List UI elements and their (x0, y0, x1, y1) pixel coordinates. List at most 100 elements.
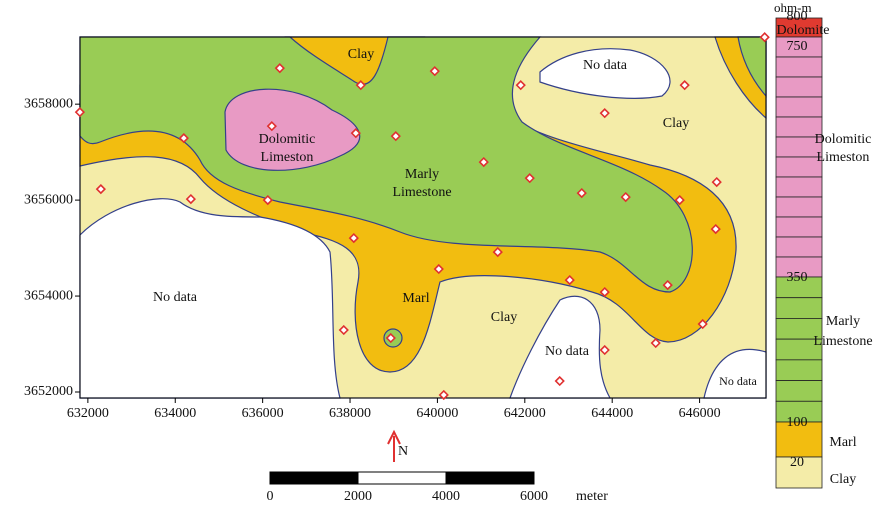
scale-label: 4000 (432, 489, 460, 504)
legend-label: Marl (829, 435, 856, 450)
region-label: No data (583, 58, 628, 73)
region-label: Clay (348, 47, 374, 62)
sample-point (662, 279, 673, 291)
y-tick-label: 3656000 (24, 192, 73, 207)
dolomitic-zone (224, 88, 361, 171)
legend-swatch (775, 456, 823, 489)
region-label: Dolomitic (259, 132, 316, 147)
legend-swatch (775, 56, 823, 78)
legend-tick-label: 350 (787, 270, 808, 285)
scale-segment (357, 471, 447, 485)
legend-label: Marly (826, 314, 860, 329)
sample-point (759, 32, 770, 43)
legend-swatch (775, 359, 823, 381)
sample-point (620, 191, 631, 203)
legend-swatch (775, 297, 823, 319)
x-tick-label: 644000 (591, 406, 633, 421)
sample-point (650, 337, 661, 349)
no-data-zone (79, 198, 341, 399)
sample-point (697, 318, 708, 330)
x-tick-label: 646000 (679, 406, 721, 421)
x-tick-label: 642000 (504, 406, 546, 421)
sample-point (338, 324, 349, 336)
legend-swatch (775, 236, 823, 258)
region-label: No data (545, 344, 590, 359)
sample-point (74, 107, 86, 118)
axes: 632000 634000 636000 638000 640000 642000 6440… (24, 96, 721, 421)
sample-point (433, 263, 444, 275)
sample-point (178, 132, 189, 144)
sample-point (478, 156, 489, 168)
region-label: Limestone (392, 185, 451, 200)
sample-point (711, 176, 722, 188)
sample-point (95, 183, 106, 195)
sample-point (599, 344, 610, 356)
sample-point (576, 187, 587, 199)
legend-unit: ohm-m (774, 0, 812, 15)
sample-point (350, 128, 361, 139)
x-tick-label: 640000 (416, 406, 458, 421)
legend: ohm-m Dolomite Dolomitic Limeston Marly Lime… (774, 0, 873, 489)
zones (79, 36, 767, 399)
sample-point (348, 232, 359, 244)
legend-swatch (775, 380, 823, 402)
region-label: Marl (402, 291, 429, 306)
scale-label: 2000 (344, 489, 372, 504)
legend-swatch (775, 196, 823, 218)
legend-tick-label: 800 (787, 9, 808, 24)
sample-point (524, 173, 535, 184)
north-label: N (398, 444, 408, 459)
sample-point (710, 223, 721, 235)
map-frame (79, 36, 767, 399)
region-label: Clay (663, 116, 689, 131)
legend-tick-label: 750 (787, 39, 808, 54)
scale-bar: 0 2000 4000 6000 meter (267, 471, 608, 504)
legend-label: Dolomitic (815, 132, 872, 147)
legend-swatch (775, 156, 823, 178)
legend-label: Limestone (813, 334, 872, 349)
y-tick-label: 3658000 (24, 96, 73, 111)
legend-label: Dolomite (777, 23, 830, 38)
sample-point (385, 332, 396, 344)
no-data-zone (539, 48, 671, 99)
x-tick-label: 636000 (242, 406, 284, 421)
region-labels: Clay No data Clay Dolomitic Limeston Mar… (153, 47, 757, 388)
sample-point (674, 194, 685, 206)
scale-segment (445, 471, 535, 485)
y-tick-label: 3652000 (24, 384, 73, 399)
sample-point (599, 286, 610, 298)
scale-unit: meter (576, 489, 608, 504)
sample-points (74, 32, 770, 401)
legend-label: Limeston (817, 150, 870, 165)
sample-point (564, 274, 575, 286)
region-label: Marly (405, 167, 439, 182)
sample-point (515, 80, 526, 91)
north-arrow: N (387, 429, 408, 462)
scale-label: 0 (267, 489, 274, 504)
scale-label: 6000 (520, 489, 548, 504)
legend-tick-label: 20 (790, 455, 804, 470)
sample-point (429, 66, 440, 77)
no-data-zone (509, 295, 612, 399)
legend-swatch (775, 76, 823, 98)
sample-point (599, 108, 610, 119)
sample-point (355, 80, 366, 91)
sample-point (438, 389, 449, 401)
legend-swatch (775, 216, 823, 238)
legend-swatch (775, 421, 823, 458)
sample-point (274, 63, 285, 74)
region-label: Clay (491, 310, 517, 325)
x-tick-label: 632000 (67, 406, 109, 421)
sample-point (262, 194, 273, 206)
region-label: No data (719, 374, 757, 388)
region-label: Limeston (261, 150, 314, 165)
sample-point (266, 121, 277, 132)
legend-swatch (775, 176, 823, 198)
y-tick-label: 3654000 (24, 288, 73, 303)
x-tick-label: 638000 (329, 406, 371, 421)
sample-point (679, 80, 690, 91)
legend-tick-label: 100 (787, 415, 808, 430)
north-arrow-head (387, 429, 401, 445)
sample-point (185, 193, 196, 205)
